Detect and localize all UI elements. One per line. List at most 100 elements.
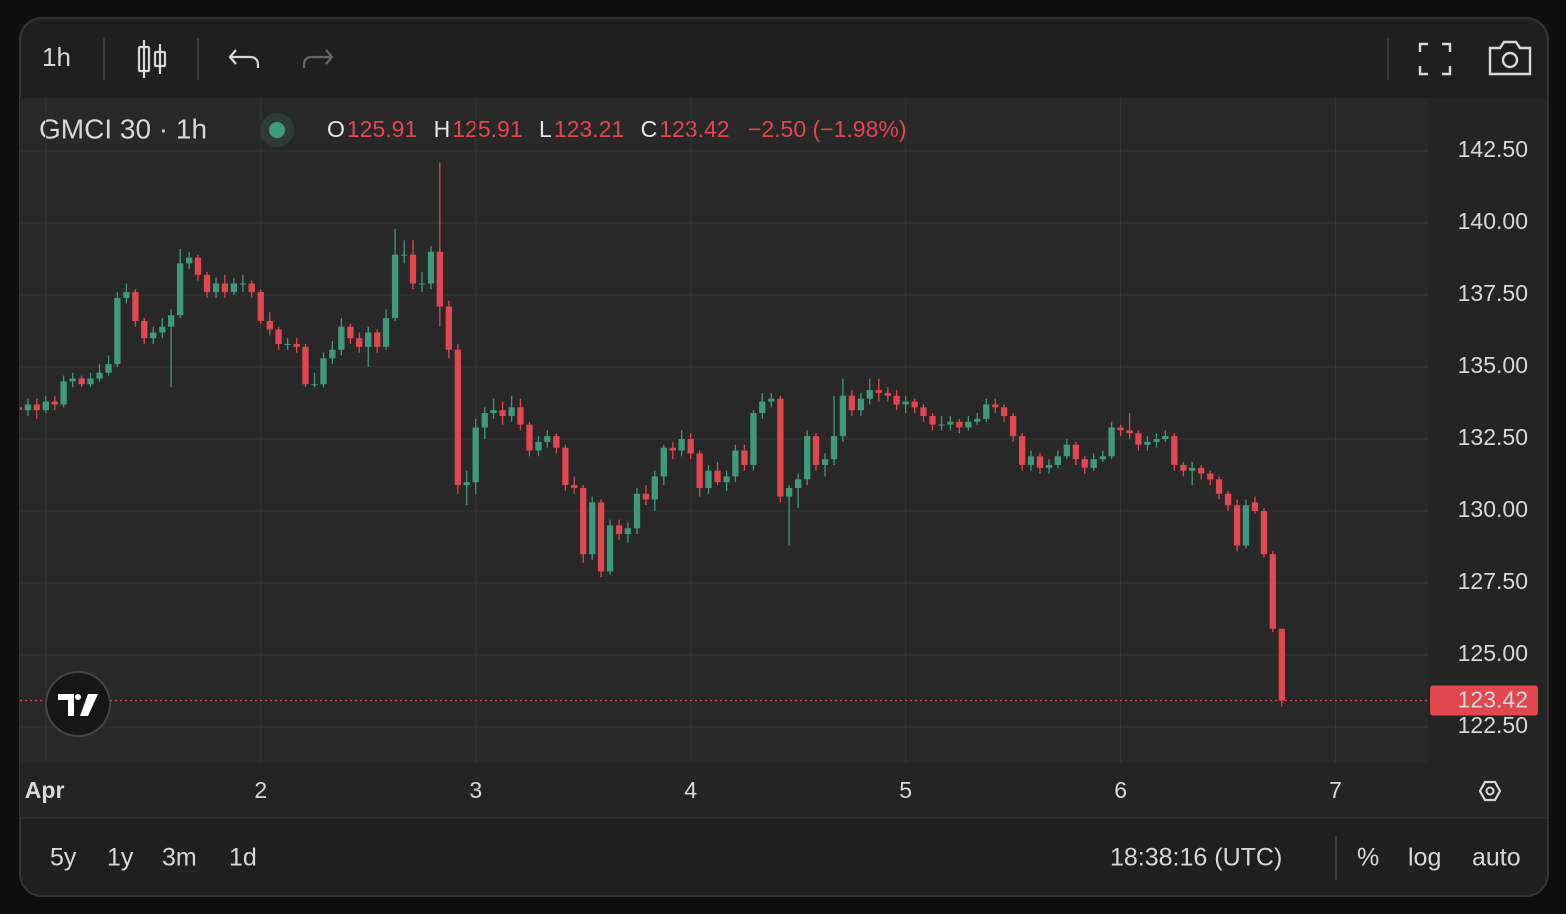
candle-body [589, 502, 596, 555]
candle-body [741, 450, 748, 465]
candle-body [87, 378, 94, 385]
overlay: 122.50 125.00 127.50 130.00 132.50 135.00 137.… [20, 136, 1538, 803]
candle-body [141, 320, 148, 339]
candle-body [221, 283, 229, 293]
candle-body [848, 395, 856, 411]
candle-body [875, 390, 882, 393]
candle-body [920, 407, 927, 416]
candle-body [42, 401, 49, 411]
candle-body [159, 326, 166, 333]
candle-body [839, 395, 847, 437]
candle-body [723, 476, 730, 483]
fullscreen-button[interactable] [1418, 42, 1452, 76]
x-tick-label: 7 [1329, 777, 1342, 803]
logo[interactable] [45, 671, 111, 737]
plot-area [20, 98, 1428, 763]
candle-body [580, 487, 587, 555]
candle-body [696, 453, 703, 488]
x-tick-label: 3 [469, 777, 482, 803]
candle-body [1036, 456, 1044, 468]
candle-body [1215, 479, 1223, 494]
candle-body [714, 470, 721, 483]
candle-body [705, 470, 712, 488]
grid [20, 98, 1428, 763]
candle-body [338, 326, 345, 350]
candle-body [266, 320, 273, 330]
candle-body [965, 421, 972, 428]
candle-body [1233, 505, 1241, 546]
candle-body [454, 349, 462, 486]
value: 123.21 [554, 116, 624, 142]
candle-body [1009, 415, 1017, 437]
candle-body [1260, 510, 1268, 555]
candle-body [759, 401, 766, 414]
candle-body [1242, 505, 1250, 546]
candle-body [150, 332, 157, 339]
candle-body [660, 447, 667, 477]
settings-button[interactable] [1478, 780, 1502, 802]
candle-body [884, 392, 891, 396]
candle-body [1000, 407, 1008, 416]
undo-button[interactable] [228, 49, 260, 68]
candle-body [329, 349, 336, 359]
range-button[interactable]: 3m [162, 844, 197, 872]
candle-body [1278, 628, 1285, 701]
candle-body [606, 525, 614, 572]
candle-body [911, 401, 918, 408]
auto-toggle[interactable]: auto [1472, 844, 1521, 872]
y-tick-label: 122.50 [1458, 712, 1528, 738]
candle-body [1018, 436, 1026, 465]
candle-body [1090, 459, 1097, 468]
candle-body [651, 476, 658, 500]
log-toggle[interactable]: log [1408, 844, 1441, 872]
chart-type-button[interactable] [137, 40, 167, 78]
candle-body [1081, 459, 1088, 468]
interval-button[interactable]: 1h [42, 42, 71, 72]
candle-body [365, 332, 372, 347]
candle-body [1045, 464, 1053, 468]
y-tick-label: 142.50 [1458, 136, 1528, 162]
candles [20, 162, 1285, 707]
label: O [327, 116, 345, 142]
candle-body [1189, 467, 1196, 471]
ohlc-legend: O125.91 H125.91 L123.21 C123.42 −2.50 (−… [327, 116, 907, 142]
candle-body [866, 390, 873, 399]
screenshot-button[interactable] [1488, 40, 1532, 76]
candle-body [320, 358, 327, 385]
label: C [641, 116, 658, 142]
candle-body [562, 447, 569, 486]
redo-button[interactable] [302, 49, 334, 68]
candle-body [96, 372, 103, 379]
candle-body [105, 364, 112, 373]
candle-body [481, 413, 488, 428]
candle-body [60, 381, 67, 405]
candle-body [956, 421, 963, 428]
candle-body [347, 326, 354, 339]
candle-body [1063, 444, 1071, 457]
candle-body [517, 407, 524, 425]
label: L [539, 116, 552, 142]
candle-body [1126, 430, 1133, 434]
candle-body [535, 441, 542, 451]
candle-body [20, 407, 23, 411]
range-button[interactable]: 1d [229, 844, 257, 872]
candle-body [248, 283, 255, 293]
candle-body [597, 502, 605, 572]
candle-body [114, 297, 121, 365]
candle-body [427, 251, 435, 284]
candle-body [284, 343, 291, 345]
candle-body [553, 436, 560, 448]
candle-body [78, 378, 85, 385]
candle-body [687, 438, 694, 454]
logo-mark [58, 694, 98, 716]
candle-body [356, 338, 363, 347]
percent-toggle[interactable]: % [1357, 844, 1379, 872]
range-button[interactable]: 1y [107, 844, 134, 872]
candle-body [257, 292, 264, 321]
range-button[interactable]: 5y [50, 844, 77, 872]
label: H [434, 116, 451, 142]
change: −2.50 (−1.98%) [748, 116, 907, 142]
y-tick-label: 127.50 [1458, 568, 1528, 594]
candle-body [768, 398, 775, 402]
